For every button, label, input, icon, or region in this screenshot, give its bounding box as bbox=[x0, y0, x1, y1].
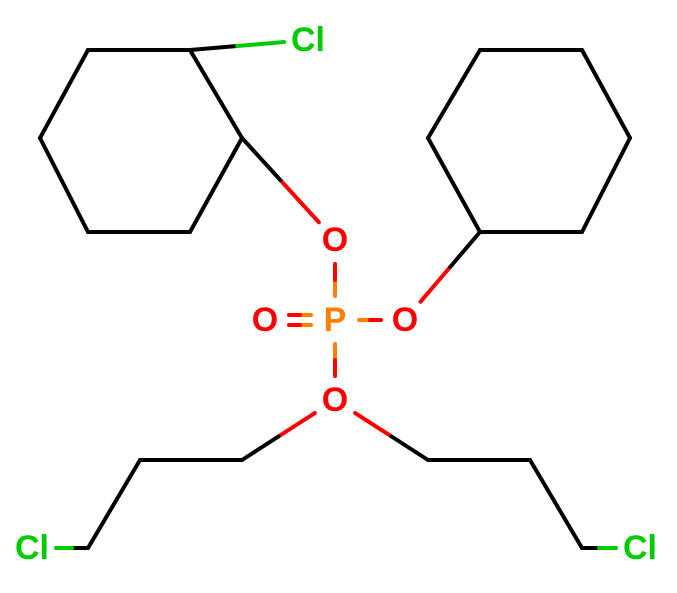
bond-line bbox=[278, 413, 314, 436]
bond-line bbox=[190, 46, 237, 50]
bond-line bbox=[280, 180, 318, 222]
bond-line bbox=[421, 267, 451, 302]
bond-line bbox=[392, 437, 428, 460]
bond-line bbox=[242, 437, 278, 460]
bond-line bbox=[242, 138, 280, 180]
bond-line bbox=[237, 42, 284, 46]
bond-line bbox=[190, 138, 242, 232]
bond-line bbox=[530, 460, 582, 548]
atom-label-cl: Cl bbox=[623, 529, 657, 567]
bond-line bbox=[40, 50, 88, 138]
bond-line bbox=[428, 50, 480, 138]
atom-label-cl: Cl bbox=[15, 529, 49, 567]
atom-label-cl: Cl bbox=[291, 21, 325, 59]
bond-line bbox=[355, 413, 391, 436]
bond-line bbox=[428, 138, 480, 232]
bond-line bbox=[40, 138, 88, 232]
molecule-diagram: P O O O O Cl Cl Cl bbox=[0, 0, 677, 593]
bond-line bbox=[88, 460, 140, 548]
bond-line bbox=[582, 50, 630, 138]
atom-label-o: O bbox=[252, 301, 278, 339]
atom-label-p: P bbox=[324, 301, 347, 339]
atom-label-o: O bbox=[322, 221, 348, 259]
atom-label-o: O bbox=[322, 381, 348, 419]
bond-line bbox=[190, 50, 242, 138]
bond-line bbox=[450, 232, 480, 267]
atom-label-o: O bbox=[392, 301, 418, 339]
bond-line bbox=[582, 138, 630, 232]
